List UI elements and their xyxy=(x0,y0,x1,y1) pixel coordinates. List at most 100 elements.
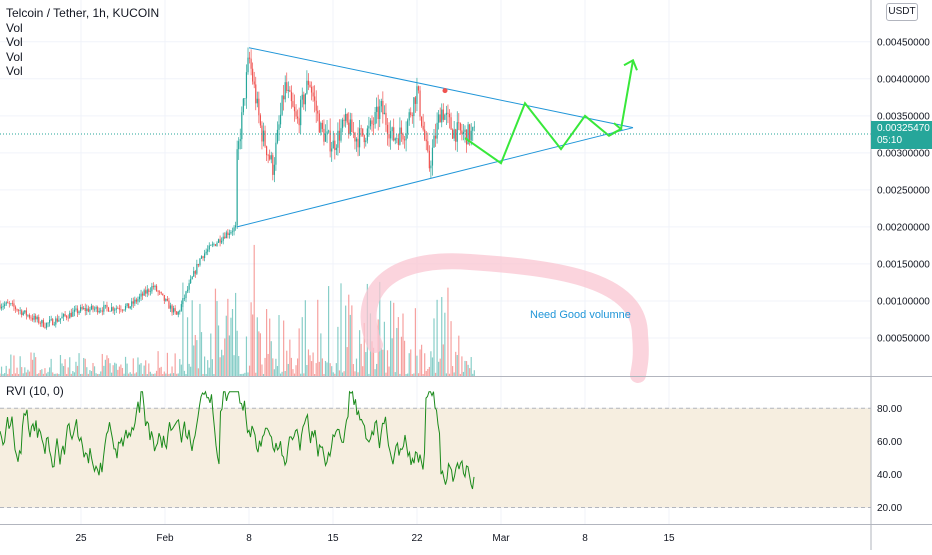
volume-bar xyxy=(14,373,17,376)
volume-bar xyxy=(428,366,430,376)
candle-body xyxy=(357,138,359,148)
candle-body xyxy=(309,84,311,87)
volume-bar xyxy=(427,368,429,376)
candle-body xyxy=(185,291,187,299)
candle-body xyxy=(459,123,461,131)
candle-body xyxy=(111,307,113,311)
candle-body xyxy=(264,130,266,147)
candle-body xyxy=(269,155,271,160)
candle-body xyxy=(303,94,305,105)
candle-body xyxy=(83,308,85,309)
candle-body xyxy=(324,133,327,142)
volume-bar xyxy=(441,297,443,376)
candle-body xyxy=(445,112,447,115)
candle-body xyxy=(345,113,347,121)
candle-body xyxy=(365,140,367,143)
volume-bar xyxy=(152,373,155,376)
volume-bar xyxy=(295,365,297,376)
candle-body xyxy=(267,155,269,156)
volume-bar xyxy=(143,365,145,376)
volume-bar xyxy=(465,361,468,376)
volume-bar xyxy=(390,300,392,376)
volume-bar xyxy=(72,371,74,376)
candle-body xyxy=(391,127,393,132)
volume-bar xyxy=(241,373,243,376)
candle-body xyxy=(128,303,130,309)
rvi-tick-label: 80.00 xyxy=(877,404,902,415)
indicator-label-vol[interactable]: Vol xyxy=(6,20,23,35)
volume-bar xyxy=(52,372,54,376)
candle-body xyxy=(377,106,379,120)
candle-body xyxy=(180,304,182,311)
volume-bar xyxy=(348,294,350,376)
candle-body xyxy=(239,139,241,142)
candle-body xyxy=(151,286,153,292)
volume-bar xyxy=(182,282,184,376)
volume-bar xyxy=(114,362,116,376)
candle-body xyxy=(397,138,399,145)
indicator-label-vol[interactable]: Vol xyxy=(6,64,23,78)
candle-body xyxy=(385,112,387,125)
volume-bar xyxy=(196,340,198,376)
volume-bar xyxy=(134,373,136,376)
volume-bar xyxy=(306,365,308,376)
volume-bar xyxy=(231,309,234,376)
rvi-indicator-label[interactable]: RVI (10, 0) xyxy=(6,384,64,398)
volume-bar xyxy=(76,365,79,376)
candle-body xyxy=(221,240,223,243)
symbol-title[interactable]: Telcoin / Tether, 1h, KUCOIN xyxy=(6,6,160,20)
volume-bar xyxy=(284,371,286,376)
indicator-label-vol[interactable]: Vol xyxy=(6,35,23,49)
volume-bar xyxy=(106,355,108,376)
volume-bar xyxy=(227,298,229,376)
volume-bar xyxy=(410,349,412,376)
volume-bar xyxy=(317,299,319,376)
volume-bar xyxy=(214,288,217,376)
time-tick-label: 8 xyxy=(246,533,252,544)
volume-bar xyxy=(124,356,127,376)
volume-bar xyxy=(320,333,322,376)
candle-body xyxy=(73,309,75,312)
candle-body xyxy=(199,258,201,266)
candle-body xyxy=(275,142,277,165)
volume-bar xyxy=(107,358,110,376)
candle-body xyxy=(13,303,15,307)
volume-bar xyxy=(341,372,344,376)
candle-body xyxy=(473,126,475,128)
candle-body xyxy=(100,310,102,312)
volume-bar xyxy=(380,347,382,376)
volume-bar xyxy=(19,356,21,376)
price-tick-label: 0.00200000 xyxy=(877,222,930,233)
volume-bar xyxy=(352,364,354,376)
volume-bar xyxy=(455,351,457,376)
volume-bar xyxy=(266,309,268,376)
volume-bar xyxy=(31,359,34,376)
volume-bar xyxy=(42,373,44,376)
candle-body xyxy=(407,120,409,134)
candle-body xyxy=(442,109,444,120)
candle-body xyxy=(272,155,274,175)
candle-body xyxy=(428,150,430,169)
candle-body xyxy=(465,129,468,145)
candle-body xyxy=(93,308,96,310)
candle-body xyxy=(424,129,426,140)
currency-unit-button[interactable]: USDT xyxy=(886,3,918,21)
indicator-label-vol[interactable]: Vol xyxy=(6,49,23,64)
volume-bar xyxy=(458,335,460,376)
volume-bar xyxy=(5,365,7,376)
volume-bar xyxy=(207,360,209,376)
candle-body xyxy=(312,92,314,97)
candle-body xyxy=(196,264,198,274)
volume-bar xyxy=(264,357,266,376)
candle-body xyxy=(70,312,72,317)
candle-body xyxy=(163,295,165,301)
volume-bar xyxy=(422,373,424,376)
volume-bar xyxy=(112,365,114,376)
candle-body xyxy=(75,308,77,310)
candle-body xyxy=(472,127,474,131)
candle-body xyxy=(405,133,407,141)
candle-body xyxy=(33,315,35,320)
last-price-value: 0.00325470 xyxy=(877,123,930,134)
